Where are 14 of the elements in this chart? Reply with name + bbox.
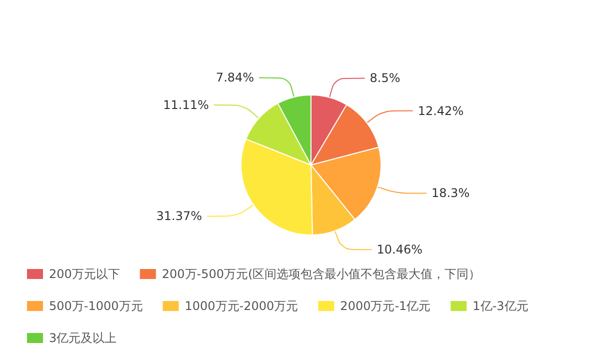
data-label: 7.84% [216, 70, 254, 85]
legend-label: 1亿-3亿元 [472, 299, 528, 313]
legend-label: 200万元以下 [49, 267, 120, 281]
legend-label: 200万-500万元(区间选项包含最小值不包含最大值，下同） [162, 267, 481, 281]
data-label: 8.5% [370, 71, 400, 86]
data-label: 10.46% [376, 242, 423, 257]
legend-label: 1000万元-2000万元 [184, 299, 298, 313]
legend-label: 2000万元-1亿元 [340, 299, 431, 313]
data-label: 31.37% [156, 209, 202, 224]
legend-label: 500万-1000万元 [49, 299, 143, 313]
data-label: 11.11% [163, 98, 209, 112]
data-label: 12.42% [418, 104, 464, 118]
legend-label: 3亿元及以上 [49, 331, 117, 345]
data-label: 18.3% [431, 186, 470, 200]
